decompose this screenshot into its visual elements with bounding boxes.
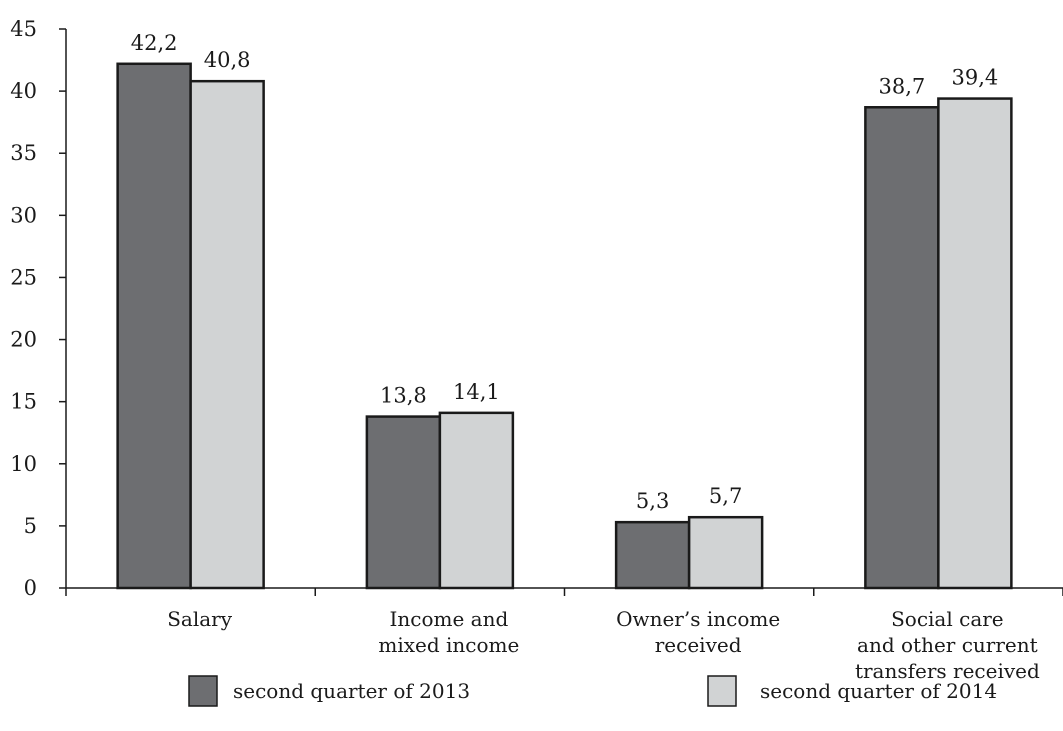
data-label: 42,2 [131, 31, 178, 55]
legend-label: second quarter of 2013 [233, 679, 470, 703]
data-label: 14,1 [453, 380, 500, 404]
y-tick-label: 35 [10, 141, 37, 165]
category-label: Social care [891, 607, 1004, 631]
y-tick-label: 10 [10, 452, 37, 476]
legend-label: second quarter of 2014 [760, 679, 997, 703]
data-label: 38,7 [878, 74, 925, 98]
category-label: and other current [857, 633, 1038, 657]
y-tick-label: 25 [10, 265, 37, 289]
category-label: Salary [167, 607, 233, 631]
bar-series-1 [864, 106, 940, 590]
data-label: 5,7 [709, 484, 742, 508]
bar-series-1 [116, 62, 192, 590]
y-tick-label: 15 [10, 390, 37, 414]
y-tick-label: 5 [24, 514, 37, 538]
category-label: transfers received [855, 659, 1040, 683]
bar-series-2 [189, 79, 265, 590]
bar-series-1 [365, 415, 442, 590]
bar-series-2 [687, 515, 764, 590]
data-label: 13,8 [380, 384, 427, 408]
category-label: Income and [389, 607, 508, 631]
y-tick-label: 20 [10, 328, 37, 352]
data-label: 5,3 [636, 489, 669, 513]
data-label: 39,4 [951, 66, 998, 90]
y-tick-label: 40 [10, 79, 37, 103]
legend-swatch [707, 675, 737, 707]
category-label: mixed income [378, 633, 519, 657]
data-labels: 42,2 13,8 5,3 38,7 40,8 14,1 5,7 39,4 [131, 31, 999, 513]
axes: 0 5 10 15 20 25 30 35 40 45 Salary Income andmixed … [10, 17, 1063, 683]
bar-series-2 [937, 97, 1013, 590]
bars [116, 62, 1013, 590]
category-label: Owner’s income [616, 607, 780, 631]
category-label: received [655, 633, 742, 657]
legend: second quarter of 2013 second quarter of … [188, 675, 997, 707]
bar-series-1 [614, 520, 691, 590]
data-label: 40,8 [204, 48, 251, 72]
y-tick-label: 45 [10, 17, 37, 41]
bar-series-2 [438, 411, 515, 590]
y-tick-label: 0 [24, 576, 37, 600]
y-tick-label: 30 [10, 203, 37, 227]
legend-swatch [188, 675, 218, 707]
